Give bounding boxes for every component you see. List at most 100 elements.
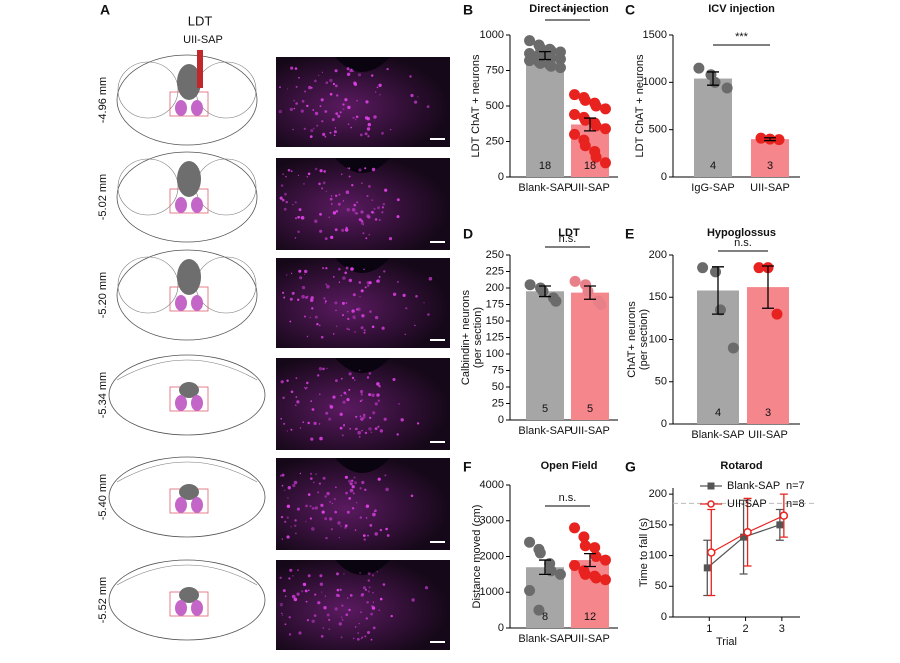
y-tick-label: 500	[486, 100, 504, 112]
cell-signal	[367, 572, 371, 576]
cell-signal	[288, 577, 291, 580]
cell-signal	[335, 486, 337, 489]
cell-signal	[339, 412, 343, 416]
cell-signal	[396, 215, 400, 219]
cell-signal	[324, 595, 327, 597]
cell-signal	[354, 626, 357, 628]
legend-marker	[707, 500, 715, 508]
cell-signal	[340, 616, 343, 619]
cell-signal	[363, 268, 365, 271]
cell-signal	[306, 104, 309, 108]
chart-title: Hypoglossus	[707, 227, 776, 239]
cell-signal	[348, 175, 351, 178]
data-point	[524, 279, 536, 291]
cell-signal	[319, 169, 323, 173]
data-point	[599, 123, 611, 135]
cell-signal	[371, 199, 374, 202]
data-point	[569, 559, 581, 571]
cell-signal	[334, 510, 338, 514]
bar	[526, 55, 564, 178]
marker	[703, 564, 711, 572]
x-tick-label: 3	[779, 623, 785, 635]
data-point	[537, 285, 549, 297]
cell-signal	[346, 72, 351, 77]
cell-signal	[322, 267, 325, 270]
y-tick-label: 150	[486, 315, 504, 327]
data-point	[771, 308, 783, 320]
cell-signal	[369, 416, 372, 419]
error-bar	[762, 265, 774, 309]
cell-signal	[366, 195, 369, 197]
cell-signal	[335, 309, 337, 312]
cell-signal	[353, 203, 357, 207]
x-tick-label: UII-SAP	[570, 182, 610, 194]
cell-signal	[355, 115, 359, 119]
cell-signal	[287, 168, 291, 172]
n-label: 4	[715, 407, 721, 419]
cell-signal	[358, 281, 362, 284]
cell-signal	[350, 68, 353, 71]
cell-signal	[298, 269, 302, 273]
cell-signal	[360, 637, 363, 640]
micrograph	[276, 258, 450, 348]
ldt-region	[191, 395, 203, 411]
cell-signal	[322, 181, 326, 185]
cell-signal	[310, 437, 314, 441]
cell-signal	[334, 607, 338, 611]
cell-signal	[284, 192, 287, 196]
n-label: 12	[584, 611, 596, 623]
significance-label: ***	[735, 31, 749, 43]
chart-title: LDT	[558, 227, 580, 239]
panel-letter: C	[625, 2, 635, 18]
cell-signal	[324, 302, 326, 304]
cell-signal	[307, 172, 311, 176]
cell-signal	[319, 229, 323, 233]
cell-signal	[322, 627, 325, 629]
cell-signal	[340, 394, 343, 397]
cell-signal	[353, 379, 356, 381]
cell-signal	[295, 377, 298, 379]
cell-signal	[285, 200, 288, 204]
ldt-region	[175, 100, 187, 116]
cell-signal	[383, 417, 387, 421]
cell-signal	[319, 324, 321, 327]
cell-signal	[290, 526, 292, 528]
y-tick-label: 0	[498, 622, 504, 634]
cell-signal	[346, 597, 349, 599]
cell-signal	[284, 595, 287, 598]
cell-signal	[329, 197, 333, 201]
cell-signal	[350, 267, 354, 271]
data-point	[579, 94, 591, 106]
y-axis-label: Calbindin+ neurons	[460, 289, 472, 385]
data-point	[579, 140, 591, 152]
cell-signal	[297, 298, 300, 301]
ldt-region	[175, 395, 187, 411]
cell-signal	[357, 73, 362, 77]
x-tick-label: UII-SAP	[750, 182, 790, 194]
cell-signal	[374, 315, 379, 320]
cell-signal	[332, 211, 337, 215]
chart-title: Direct injection	[529, 3, 609, 15]
cell-signal	[352, 492, 355, 495]
error-bar	[539, 50, 551, 61]
cell-signal	[345, 491, 348, 495]
cell-signal	[288, 633, 292, 636]
data-point	[582, 285, 594, 297]
n-label: 4	[710, 160, 716, 172]
cell-signal	[352, 315, 356, 319]
cell-signal	[375, 91, 377, 93]
cell-signal	[352, 293, 356, 297]
ldt-region	[191, 497, 203, 513]
data-point	[727, 342, 739, 354]
cell-signal	[368, 185, 371, 188]
cell-signal	[288, 616, 291, 619]
chart-title: Rotarod	[720, 460, 762, 472]
cell-signal	[366, 376, 370, 379]
cell-signal	[361, 636, 364, 639]
cell-signal	[352, 116, 355, 119]
cell-signal	[414, 324, 416, 327]
cell-signal	[331, 502, 334, 505]
cell-signal	[341, 619, 344, 621]
error-bar	[584, 117, 596, 132]
cell-signal	[359, 296, 361, 298]
